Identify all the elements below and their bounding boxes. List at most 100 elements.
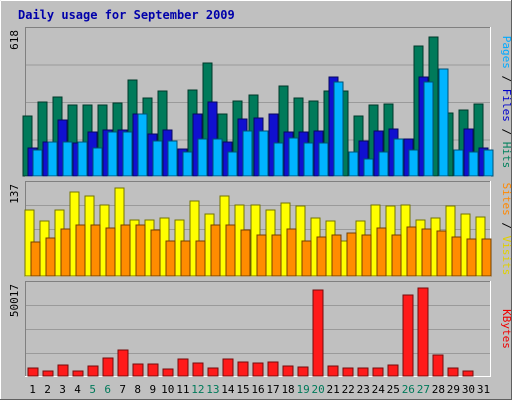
- bar-kbytes: [72, 370, 84, 377]
- x-tick-label: 3: [59, 383, 66, 396]
- bar-kbytes: [312, 289, 324, 377]
- bar-sites: [135, 224, 146, 277]
- bar-pages: [318, 142, 329, 177]
- x-tick-label: 20: [312, 383, 325, 396]
- x-tick-label: 23: [357, 383, 370, 396]
- bar-sites: [466, 238, 477, 277]
- bar-pages: [167, 140, 178, 177]
- bar-pages: [227, 151, 238, 177]
- x-tick-label: 8: [134, 383, 141, 396]
- bar-pages: [348, 151, 359, 177]
- x-tick-label: 17: [266, 383, 279, 396]
- bar-pages: [212, 138, 223, 177]
- bar-sites: [256, 234, 267, 277]
- bar-kbytes: [147, 363, 159, 377]
- legend-entry: Visits: [500, 236, 512, 276]
- bar-sites: [150, 229, 161, 277]
- bar-sites: [240, 229, 251, 277]
- bar-kbytes: [462, 370, 474, 377]
- bar-pages: [47, 141, 58, 177]
- bar-kbytes: [207, 367, 219, 377]
- bar-pages: [333, 81, 344, 177]
- side-legend-label: Sites / Visits: [500, 183, 512, 276]
- bar-kbytes: [237, 361, 249, 377]
- bar-sites: [120, 224, 131, 277]
- bar-pages: [77, 141, 88, 177]
- bar-kbytes: [192, 362, 204, 377]
- x-tick-label: 11: [176, 383, 189, 396]
- bar-pages: [242, 130, 253, 177]
- bar-pages: [483, 149, 494, 177]
- y-max-label: 137: [8, 184, 21, 204]
- bar-kbytes: [402, 294, 414, 377]
- y-max-label: 618: [8, 30, 21, 50]
- bar-sites: [165, 240, 176, 277]
- bar-kbytes: [372, 367, 384, 377]
- bar-sites: [301, 240, 312, 277]
- bar-sites: [195, 240, 206, 277]
- bar-sites: [45, 237, 56, 277]
- bar-kbytes: [222, 358, 234, 377]
- x-tick-label: 9: [149, 383, 156, 396]
- bar-sites: [361, 234, 372, 277]
- bar-sites: [376, 227, 387, 277]
- x-tick-label: 4: [74, 383, 81, 396]
- bar-kbytes: [417, 287, 429, 377]
- bar-sites: [60, 228, 71, 277]
- x-tick-label: 15: [236, 383, 249, 396]
- legend-entry: Hits: [500, 142, 512, 169]
- x-tick-label: 12: [191, 383, 204, 396]
- x-tick-label: 7: [119, 383, 126, 396]
- x-tick-label: 27: [417, 383, 430, 396]
- y-max-label: 50017: [8, 284, 21, 317]
- bar-pages: [408, 149, 419, 177]
- bar-kbytes: [342, 367, 354, 377]
- bar-sites: [105, 227, 116, 277]
- bar-sites: [180, 240, 191, 277]
- legend-entry: /: [500, 216, 512, 236]
- bar-sites: [30, 241, 41, 277]
- bar-kbytes: [252, 362, 264, 377]
- side-legend-label: KBytes: [500, 309, 512, 349]
- bar-kbytes: [432, 354, 444, 377]
- bar-kbytes: [267, 361, 279, 377]
- bar-sites: [90, 224, 101, 277]
- legend-entry: /: [500, 69, 512, 89]
- bar-sites: [421, 228, 432, 277]
- bar-kbytes: [42, 370, 54, 377]
- bar-pages: [182, 151, 193, 177]
- x-tick-label: 1: [29, 383, 36, 396]
- bar-kbytes: [117, 349, 129, 377]
- x-tick-label: 22: [342, 383, 355, 396]
- bar-kbytes: [102, 357, 114, 377]
- bar-sites: [391, 234, 402, 277]
- x-tick-label: 10: [161, 383, 174, 396]
- x-tick-label: 24: [372, 383, 386, 396]
- x-tick-label: 18: [281, 383, 294, 396]
- bar-pages: [303, 142, 314, 177]
- bar-pages: [137, 113, 148, 177]
- x-tick-label: 31: [477, 383, 490, 396]
- x-tick-label: 30: [462, 383, 475, 396]
- bar-pages: [378, 151, 389, 177]
- chart-title: Daily usage for September 2009: [18, 8, 235, 22]
- bar-pages: [453, 149, 464, 177]
- bar-visits: [189, 200, 200, 277]
- x-tick-label: 28: [432, 383, 445, 396]
- bar-pages: [152, 140, 163, 177]
- bar-sites: [286, 228, 297, 277]
- x-axis: 1 2 3 4 5 6 7 8 9 10 11 12 13 14 15 16 17 18 19 20 21 22 23 24 2…: [29, 383, 490, 396]
- bar-kbytes: [132, 363, 144, 377]
- bar-kbytes: [27, 367, 39, 377]
- bar-sites: [436, 230, 447, 277]
- legend-entry: KBytes: [500, 309, 512, 349]
- bar-pages: [122, 131, 133, 177]
- bar-sites: [75, 224, 86, 277]
- bar-sites: [225, 224, 236, 277]
- bar-pages: [62, 141, 73, 177]
- bar-pages: [363, 158, 374, 177]
- legend-entry: Sites: [500, 183, 512, 216]
- bar-pages: [32, 149, 43, 177]
